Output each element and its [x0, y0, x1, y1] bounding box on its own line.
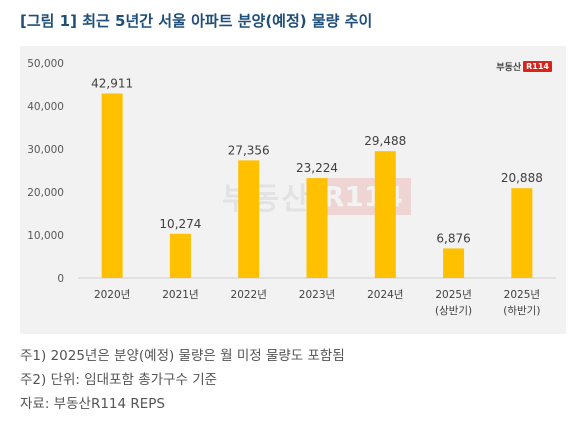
bar: [443, 248, 465, 278]
y-tick-label: 30,000: [27, 144, 64, 156]
footnote-source: 자료: 부동산R114 REPS: [20, 396, 165, 412]
data-label: 42,911: [91, 76, 133, 90]
x-tick-label: 2024년: [367, 289, 403, 301]
watermark-text: 부동산: [222, 182, 311, 217]
data-label: 6,876: [436, 231, 470, 245]
bar-chart: 0 10,000 20,000 30,000 40,000 50,000 42,911 202…: [27, 58, 556, 317]
footnote-2: 주2) 단위: 임대포함 총가구수 기준: [20, 372, 218, 388]
bar: [169, 233, 191, 278]
x-tick-label: (상반기): [435, 305, 472, 317]
data-label: 10,274: [159, 217, 201, 231]
bar: [238, 160, 260, 278]
y-tick-label: 0: [57, 273, 64, 285]
data-label: 29,488: [364, 134, 406, 148]
y-tick-label: 10,000: [27, 230, 64, 242]
data-label: 27,356: [228, 143, 270, 157]
logo-text: 부동산: [496, 63, 522, 73]
bar: [306, 178, 328, 278]
bar: [511, 188, 533, 278]
x-tick-label: 2021년: [162, 289, 198, 301]
logo-badge: R114: [523, 61, 552, 72]
y-tick-label: 50,000: [27, 58, 64, 70]
brand-logo: 부동산 R114: [496, 60, 552, 73]
x-tick-label: 2022년: [231, 289, 267, 301]
chart-panel: 부동산 R114 부동산 R114 0 10,000 20,000 30,000 40,…: [20, 46, 566, 334]
data-label: 23,224: [296, 161, 338, 175]
x-tick-label: 2025년: [435, 289, 471, 301]
footnote-1: 주1) 2025년은 분양(예정) 물량은 월 미정 물량도 포함됨: [20, 348, 345, 364]
bar: [101, 93, 123, 278]
x-tick-label: (하반기): [503, 304, 540, 317]
y-tick-label: 20,000: [27, 187, 64, 199]
x-tick-label: 2025년: [504, 289, 540, 301]
footnotes: 주1) 2025년은 분양(예정) 물량은 월 미정 물량도 포함됨 주2) 단…: [20, 344, 345, 416]
bar: [374, 151, 396, 278]
y-tick-label: 40,000: [27, 101, 64, 113]
chart-title: [그림 1] 최근 5년간 서울 아파트 분양(예정) 물량 추이: [20, 12, 373, 30]
data-label: 20,888: [501, 171, 543, 185]
x-tick-label: 2020년: [94, 289, 130, 301]
x-tick-label: 2023년: [299, 289, 335, 301]
